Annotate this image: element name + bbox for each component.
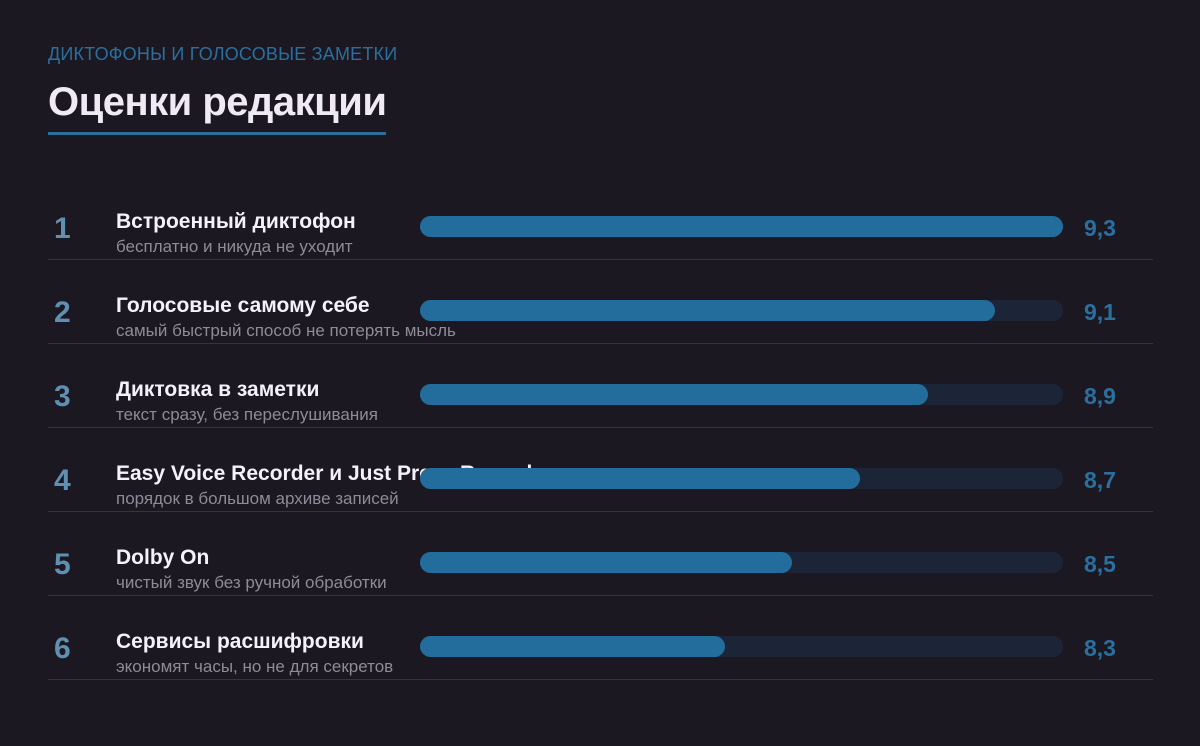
- score-bar: [420, 636, 725, 657]
- score-bar-track: [420, 636, 1063, 657]
- rating-row: 5 Dolby On чистый звук без ручной обработк…: [48, 512, 1153, 596]
- rank-number: 4: [54, 464, 71, 497]
- rating-row: 1 Встроенный диктофон бесплатно и никуда н…: [48, 176, 1153, 260]
- score-bar: [420, 468, 860, 489]
- score-bar-track: [420, 384, 1063, 405]
- score-bar: [420, 300, 995, 321]
- app-subtitle: чистый звук без ручной обработки: [116, 573, 387, 592]
- rank-number: 1: [54, 212, 71, 245]
- rank-number: 5: [54, 548, 71, 581]
- category-eyebrow: ДИКТОФОНЫ И ГОЛОСОВЫЕ ЗАМЕТКИ: [48, 44, 398, 64]
- rating-row: 6 Сервисы расшифровки экономят часы, но не…: [48, 596, 1153, 680]
- score-value: 8,5: [1084, 551, 1116, 577]
- rating-row: 3 Диктовка в заметки текст сразу, без пере…: [48, 344, 1153, 428]
- score-value: 9,3: [1084, 215, 1116, 241]
- rating-row: 4 Easy Voice Recorder и Just Press Record…: [48, 428, 1153, 512]
- score-value: 8,3: [1084, 635, 1116, 661]
- score-bar: [420, 384, 928, 405]
- rank-number: 2: [54, 296, 71, 329]
- app-name: Диктовка в заметки: [116, 378, 320, 401]
- score-bar-track: [420, 216, 1063, 237]
- rating-list: 1 Встроенный диктофон бесплатно и никуда н…: [48, 176, 1153, 680]
- score-bar-track: [420, 468, 1063, 489]
- app-subtitle: бесплатно и никуда не уходит: [116, 237, 353, 256]
- app-subtitle: порядок в большом архиве записей: [116, 489, 399, 508]
- score-bar-track: [420, 552, 1063, 573]
- app-subtitle: экономят часы, но не для секретов: [116, 657, 394, 676]
- score-value: 9,1: [1084, 299, 1116, 325]
- rank-number: 6: [54, 632, 71, 665]
- app-subtitle: текст сразу, без переслушивания: [116, 405, 378, 424]
- app-name: Сервисы расшифровки: [116, 630, 364, 653]
- app-name: Встроенный диктофон: [116, 210, 356, 233]
- rank-number: 3: [54, 380, 71, 413]
- page-title: Оценки редакции: [48, 80, 387, 135]
- app-subtitle: самый быстрый способ не потерять мысль: [116, 321, 456, 340]
- app-name: Голосовые самому себе: [116, 294, 370, 317]
- rating-row: 2 Голосовые самому себе самый быстрый спос…: [48, 260, 1153, 344]
- score-value: 8,7: [1084, 467, 1116, 493]
- score-bar-track: [420, 300, 1063, 321]
- score-value: 8,9: [1084, 383, 1116, 409]
- score-bar: [420, 216, 1063, 237]
- app-name: Dolby On: [116, 546, 210, 569]
- score-bar: [420, 552, 792, 573]
